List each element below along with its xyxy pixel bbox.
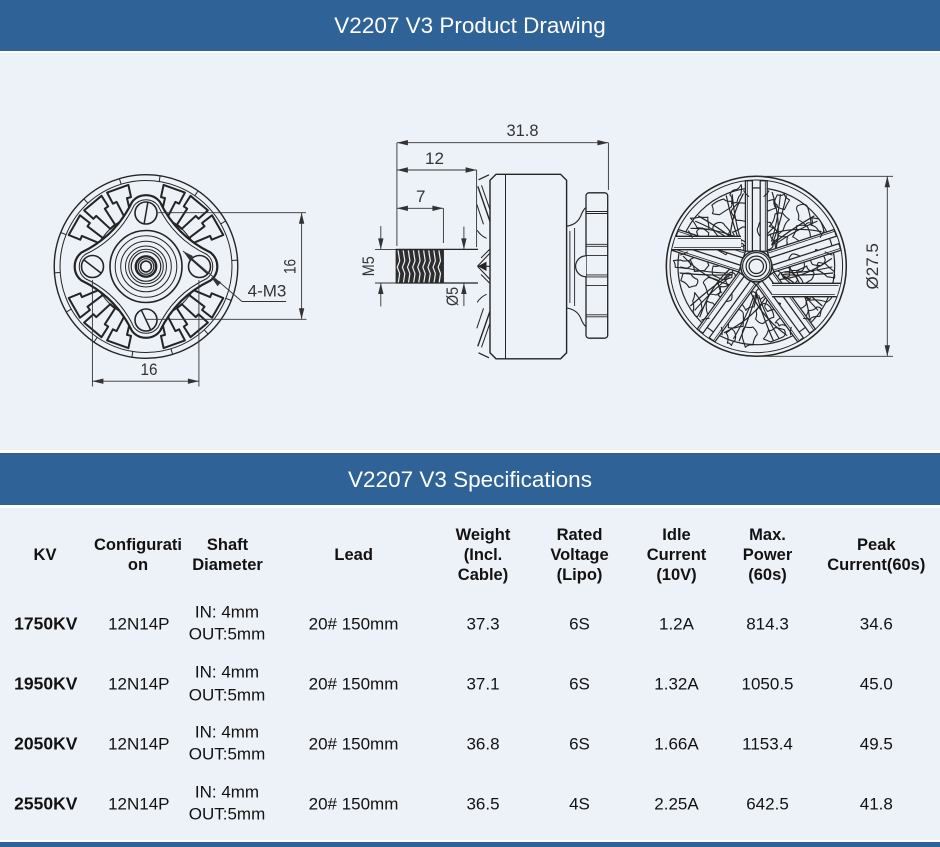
svg-text:16: 16: [141, 360, 158, 379]
svg-text:12: 12: [425, 149, 444, 168]
svg-text:31.8: 31.8: [507, 121, 539, 140]
svg-text:16: 16: [281, 259, 300, 274]
svg-text:4-M3: 4-M3: [248, 282, 287, 301]
svg-text:Ø27.5: Ø27.5: [863, 243, 882, 289]
svg-text:M5: M5: [359, 256, 378, 276]
svg-text:7: 7: [416, 187, 425, 206]
svg-text:Ø5: Ø5: [443, 287, 462, 306]
